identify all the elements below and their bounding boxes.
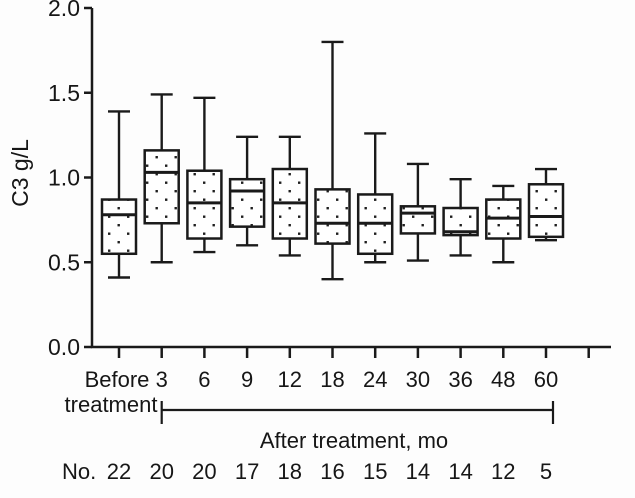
count-value: 17: [235, 459, 259, 484]
y-tick-label: 1.5: [48, 80, 80, 106]
y-tick-label: 1.0: [48, 165, 80, 191]
box-rect: [399, 205, 437, 235]
x-tick-label: 24: [363, 367, 387, 392]
box-rect: [314, 188, 351, 245]
count-value: 14: [448, 459, 472, 484]
box-rect: [228, 177, 266, 228]
x-label-before: Before: [85, 367, 150, 392]
x-label-treatment: treatment: [65, 392, 158, 417]
count-value: 20: [192, 459, 216, 484]
x-tick-label: 3: [156, 367, 168, 392]
y-axis-label: C3 g/L: [7, 139, 33, 207]
count-value: 20: [149, 459, 173, 484]
count-value: 12: [491, 459, 515, 484]
y-tick-label: 0.5: [48, 249, 80, 275]
x-tick-label: 48: [491, 367, 515, 392]
counts-row-label: No.: [62, 459, 96, 484]
count-value: 16: [320, 459, 344, 484]
box-rect: [100, 198, 138, 256]
y-tick-label: 2.0: [48, 0, 80, 21]
x-tick-label: 12: [278, 367, 302, 392]
box-rect: [527, 183, 565, 239]
count-value: 14: [406, 459, 430, 484]
box-rect: [186, 169, 223, 240]
y-tick-label: 0.0: [48, 334, 80, 360]
x-tick-label: 6: [198, 367, 210, 392]
box-rect: [143, 149, 180, 225]
count-value: 22: [107, 459, 131, 484]
after-treatment-bracket-label: After treatment, mo: [260, 428, 448, 453]
x-tick-label: 36: [448, 367, 472, 392]
x-tick-label: 60: [534, 367, 558, 392]
count-value: 15: [363, 459, 387, 484]
count-value: 5: [540, 459, 552, 484]
x-tick-label: 9: [241, 367, 253, 392]
x-tick-label: 30: [406, 367, 430, 392]
count-value: 18: [278, 459, 302, 484]
x-tick-label: 18: [320, 367, 344, 392]
